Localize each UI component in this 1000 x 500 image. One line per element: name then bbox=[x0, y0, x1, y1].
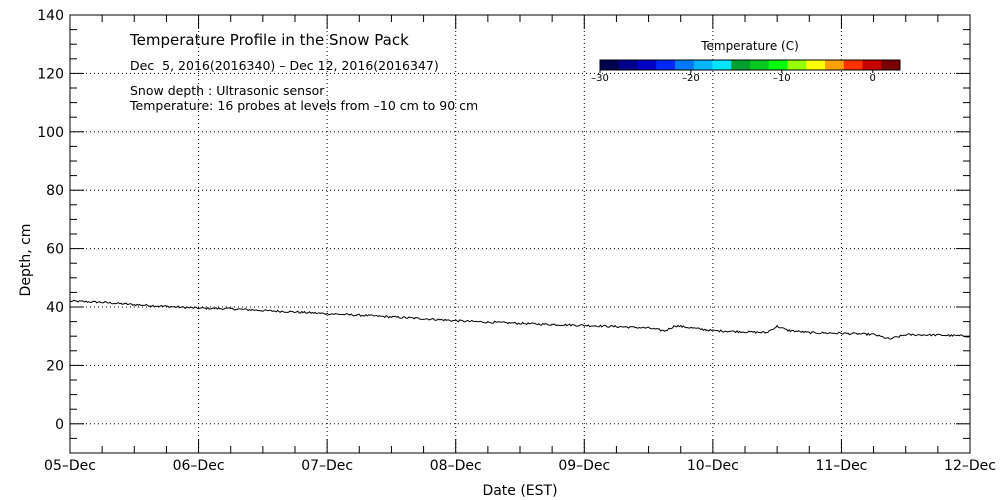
colorbar-tick-label: –30 bbox=[591, 73, 609, 84]
note-temperature: Temperature: 16 probes at levels from –1… bbox=[129, 98, 478, 113]
colorbar-cell bbox=[675, 60, 695, 70]
colorbar-tick-label: –20 bbox=[682, 73, 700, 84]
colorbar-border bbox=[599, 59, 901, 71]
colorbar-cell bbox=[712, 60, 732, 70]
colorbar-cell bbox=[843, 60, 863, 70]
x-tick-label: 08–Dec bbox=[430, 458, 482, 474]
x-tick-labels: 05–Dec 06–Dec 07–Dec 08–Dec 09–Dec 10–Dec 11–D… bbox=[44, 458, 996, 474]
y-tick-label: 0 bbox=[55, 417, 64, 433]
colorbar-cell bbox=[806, 60, 826, 70]
colorbar-cell bbox=[881, 60, 901, 70]
snow-depth-line bbox=[69, 299, 971, 340]
x-tick-label: 11–Dec bbox=[815, 458, 867, 474]
x-axis-title: Date (EST) bbox=[482, 483, 557, 499]
colorbar-cell bbox=[825, 60, 845, 70]
y-axis-title: Depth, cm bbox=[18, 224, 34, 297]
colorbar-cell bbox=[656, 60, 676, 70]
x-tick-label: 07–Dec bbox=[301, 458, 353, 474]
x-tick-label: 09–Dec bbox=[558, 458, 610, 474]
colorbar-tick-labels: –30 –20 –10 0 bbox=[591, 70, 876, 84]
colorbar-cell bbox=[600, 60, 620, 70]
colorbar-cell bbox=[637, 60, 657, 70]
note-snow-depth: Snow depth : Ultrasonic sensor bbox=[130, 83, 325, 98]
colorbar-cell bbox=[731, 60, 751, 70]
colorbar-cells bbox=[599, 59, 901, 71]
plot-frame bbox=[69, 14, 971, 454]
colorbar-cell bbox=[768, 60, 788, 70]
series-layer bbox=[69, 299, 971, 340]
axis-ticks bbox=[69, 14, 971, 454]
colorbar-cell bbox=[862, 60, 882, 70]
x-tick-label: 05–Dec bbox=[44, 458, 96, 474]
colorbar-cell bbox=[693, 60, 713, 70]
chart-title: Temperature Profile in the Snow Pack bbox=[129, 31, 409, 49]
colorbar-cell bbox=[618, 60, 638, 70]
colorbar-title: Temperature (C) bbox=[700, 39, 799, 53]
x-tick-label: 10–Dec bbox=[687, 458, 739, 474]
colorbar-tick-label: 0 bbox=[870, 73, 876, 84]
y-tick-label: 60 bbox=[46, 242, 64, 258]
colorbar-cell bbox=[787, 60, 807, 70]
colorbar-cell bbox=[750, 60, 770, 70]
chart-subtitle: Dec 5, 2016(2016340) – Dec 12, 2016(2016… bbox=[130, 58, 439, 73]
x-tick-label: 12–Dec bbox=[944, 458, 996, 474]
y-tick-label: 100 bbox=[37, 125, 64, 141]
y-tick-label: 120 bbox=[37, 66, 64, 82]
y-tick-labels: 0 20 40 60 80 100 120 140 bbox=[37, 8, 64, 433]
y-tick-label: 40 bbox=[46, 300, 64, 316]
y-tick-label: 80 bbox=[46, 183, 64, 199]
temperature-colorbar: Temperature (C) –30 –20 –10 0 bbox=[591, 39, 901, 84]
x-tick-label: 06–Dec bbox=[173, 458, 225, 474]
y-tick-label: 140 bbox=[37, 8, 64, 24]
colorbar-tick-label: –10 bbox=[773, 73, 791, 84]
y-tick-label: 20 bbox=[46, 358, 64, 374]
grid-lines bbox=[70, 15, 970, 453]
